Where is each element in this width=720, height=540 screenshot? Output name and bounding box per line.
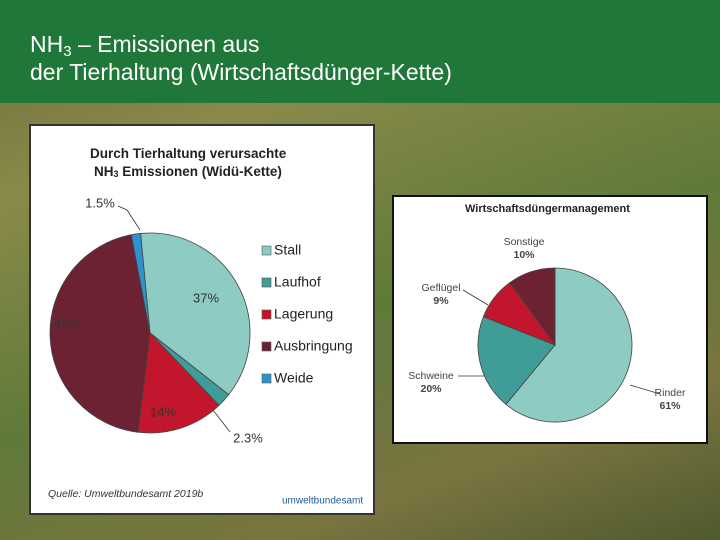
- title: der Tierhaltung (Wirtschaftsdünger-Kette…: [30, 59, 452, 85]
- pie-slice: [130, 233, 151, 334]
- source: Quelle: Umweltbundesamt 2019b: [48, 488, 203, 500]
- legend-label: Weide: [274, 370, 314, 386]
- chart-title-line: Durch Tierhaltung verursachte: [90, 146, 287, 161]
- title-subscript: 3: [63, 43, 72, 60]
- logo: umweltbundesamt: [282, 496, 363, 507]
- leader-line: [212, 409, 231, 433]
- data-label: 61%: [659, 400, 681, 412]
- category-label: Sonstige: [504, 236, 545, 248]
- legend-swatch: [261, 309, 272, 320]
- pie-slice: [140, 232, 251, 396]
- chart-title: Wirtschaftsdüngermanagement: [465, 203, 630, 215]
- pie-slice: [477, 316, 556, 405]
- legend-swatch: [261, 341, 272, 352]
- data-label: 37%: [193, 290, 219, 305]
- header: NH3 – Emissionen aus der Tierhaltung (Wi…: [0, 0, 720, 103]
- chart-title-line: NH: [94, 164, 114, 179]
- chart-title-line: Emissionen (Widü-Kette): [119, 164, 282, 179]
- data-label: 10%: [513, 249, 535, 261]
- legend-swatch: [261, 245, 272, 256]
- legend-label: Laufhof: [274, 274, 321, 290]
- data-label: 9%: [433, 295, 449, 307]
- title: NH: [30, 31, 64, 57]
- legend-swatch: [261, 373, 272, 384]
- leader-line: [629, 384, 661, 395]
- data-label: 20%: [420, 383, 442, 395]
- legend-label: Lagerung: [274, 306, 333, 322]
- chart-title-subscript: 3: [114, 169, 119, 179]
- data-label: 45%: [54, 316, 80, 331]
- pie-slice: [49, 234, 151, 433]
- legend-label: Ausbringung: [274, 338, 353, 354]
- legend-swatch: [261, 277, 272, 288]
- data-label: 14%: [150, 404, 176, 419]
- category-label: Geflügel: [421, 282, 460, 294]
- category-label: Rinder: [655, 387, 686, 399]
- chart-title: Durch Tierhaltung verursachte NH3 Emissio…: [90, 146, 287, 180]
- pie-slice: [509, 267, 556, 347]
- title: – Emissionen aus: [71, 31, 260, 57]
- pie-slice: [505, 267, 633, 423]
- data-label: 1.5%: [85, 195, 115, 210]
- leader-line: [462, 289, 489, 306]
- pie-slice: [137, 332, 220, 434]
- legend-label: Stall: [274, 242, 301, 258]
- data-label: 2.3%: [233, 430, 263, 445]
- category-label: Schweine: [408, 370, 454, 382]
- leader-line: [117, 205, 141, 231]
